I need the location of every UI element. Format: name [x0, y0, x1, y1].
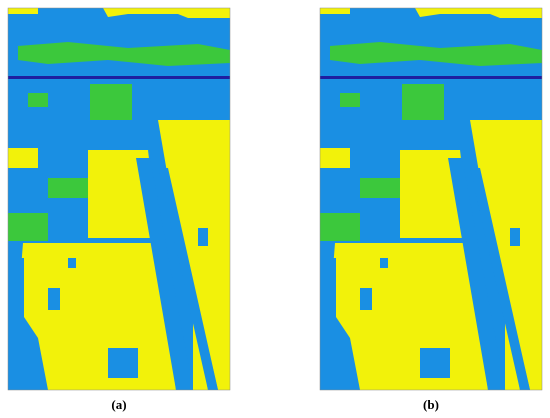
panel-a: (a) [7, 7, 231, 412]
map-frame [319, 7, 543, 391]
panel-label: (a) [111, 397, 126, 412]
classification-map [8, 8, 230, 390]
classification-map [320, 8, 542, 390]
panel-label: (b) [423, 397, 439, 412]
panel-b: (b) [319, 7, 543, 412]
map-frame [7, 7, 231, 391]
